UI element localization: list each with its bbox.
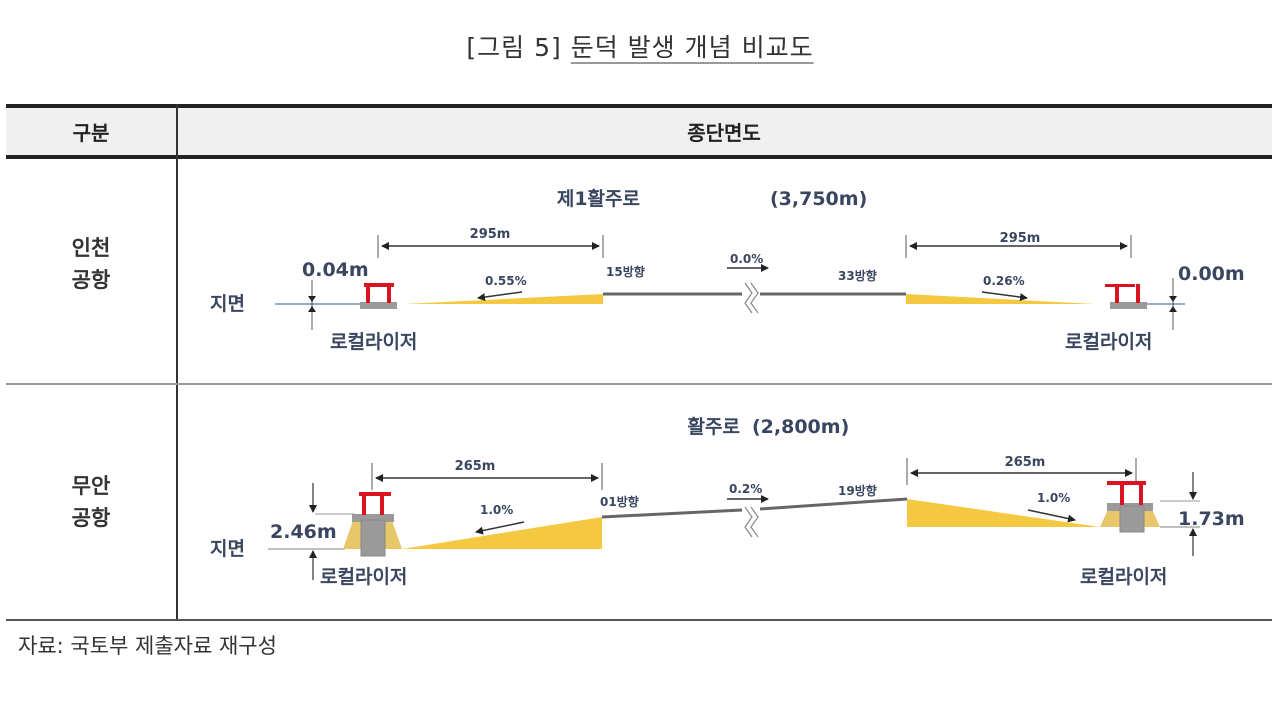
ground-label: 지면 xyxy=(210,293,245,315)
embankment xyxy=(907,499,1100,527)
row-label-muan: 무안 공항 xyxy=(6,470,176,534)
left-height: 2.46m xyxy=(270,521,337,543)
incheon-profile: 제1활주로 (3,750m) 295m 295m 지면 0.04m 로컬라이저 … xyxy=(210,188,1245,353)
right-slope: 1.0% xyxy=(1037,491,1070,505)
figure-title: [그림 5] 둔덕 발생 개념 비교도 xyxy=(0,28,1280,64)
muan-profile: 활주로 (2,800m) 265m 265m 2.46m 지면 로컬라이저 xyxy=(210,416,1245,588)
right-direction: 33방향 xyxy=(838,268,877,283)
left-direction: 15방향 xyxy=(606,264,645,279)
center-slope: 0.2% xyxy=(729,482,762,496)
left-height: 0.04m xyxy=(302,259,369,281)
source-note: 자료: 국토부 제출자료 재구성 xyxy=(18,634,277,658)
right-distance: 295m xyxy=(1000,231,1041,246)
row-label-line1: 인천 xyxy=(71,236,111,260)
localizer-mound-icon xyxy=(1100,481,1160,533)
localizer-icon xyxy=(1105,284,1147,309)
break-icon xyxy=(744,282,753,314)
figure-label: [그림 5] xyxy=(466,33,562,62)
runway-length: (3,750m) xyxy=(770,188,867,210)
right-height: 0.00m xyxy=(1178,263,1245,285)
right-direction: 19방향 xyxy=(838,483,877,498)
embankment xyxy=(402,517,602,549)
left-localizer-label: 로컬라이저 xyxy=(330,331,417,353)
column-divider xyxy=(176,104,178,621)
break-icon xyxy=(744,506,753,538)
embankment xyxy=(405,294,603,304)
center-slope: 0.0% xyxy=(730,252,763,266)
runway-line xyxy=(601,508,743,519)
runway-line xyxy=(759,497,908,511)
left-distance: 265m xyxy=(455,459,496,474)
right-localizer-label: 로컬라이저 xyxy=(1065,331,1152,353)
runway-title: 제1활주로 xyxy=(557,188,640,210)
right-distance: 265m xyxy=(1005,455,1046,470)
left-direction: 01방향 xyxy=(600,494,639,509)
runway-length: (2,800m) xyxy=(752,416,849,438)
row-label-line2: 공항 xyxy=(71,506,111,530)
header-category: 구분 xyxy=(72,121,110,145)
ground-label: 지면 xyxy=(210,538,245,560)
table-header: 구분 종단면도 xyxy=(6,104,1272,159)
embankment xyxy=(906,294,1095,304)
left-slope: 0.55% xyxy=(485,274,527,288)
table-bottom-border xyxy=(6,619,1272,621)
row-divider xyxy=(6,383,1272,385)
figure-title-text: 둔덕 발생 개념 비교도 xyxy=(570,33,814,62)
localizer-mound-icon xyxy=(343,492,402,557)
left-distance: 295m xyxy=(470,227,511,242)
header-profile: 종단면도 xyxy=(687,121,761,145)
right-localizer-label: 로컬라이저 xyxy=(1080,566,1167,588)
runway-title: 활주로 xyxy=(688,416,740,438)
row-label-incheon: 인천 공항 xyxy=(6,232,176,296)
localizer-icon xyxy=(360,283,397,309)
right-slope: 0.26% xyxy=(983,274,1025,288)
comparison-table: 구분 종단면도 인천 공항 무안 공항 xyxy=(6,104,1272,621)
right-height: 1.73m xyxy=(1178,508,1245,530)
left-localizer-label: 로컬라이저 xyxy=(320,566,407,588)
row-label-line1: 무안 xyxy=(71,474,111,498)
left-slope: 1.0% xyxy=(480,503,513,517)
row-label-line2: 공항 xyxy=(71,268,111,292)
